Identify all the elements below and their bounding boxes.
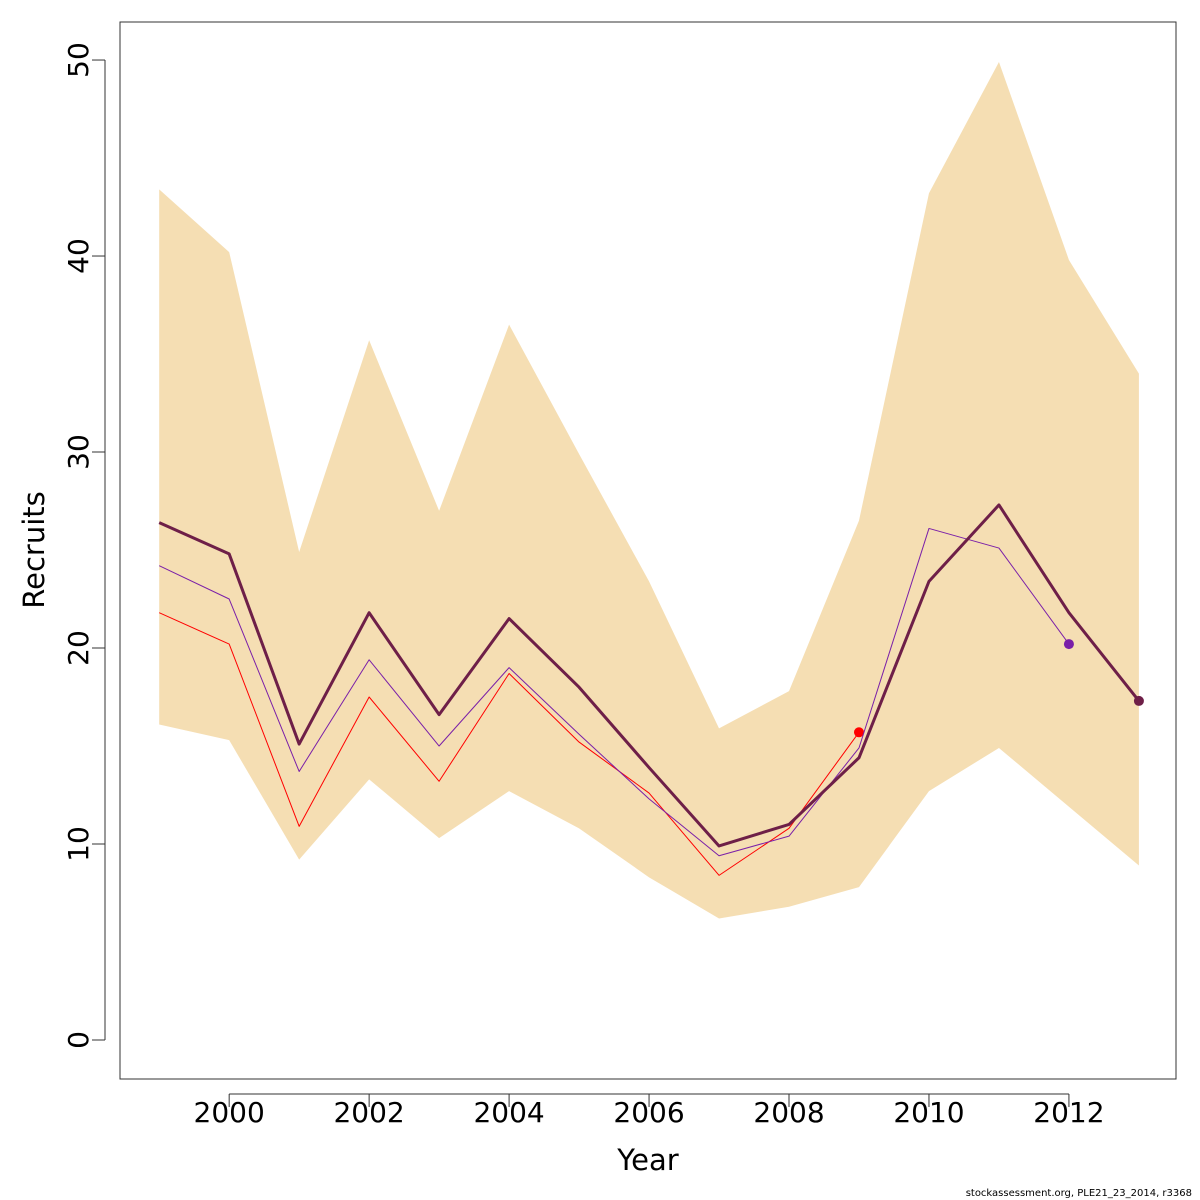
footer: stockassessment.org, PLE21_23_2014, r336… [966,1188,1192,1199]
y-tick-label: 20 [62,630,95,666]
end-point [1063,639,1074,650]
y-tick-label: 30 [62,434,95,470]
y-tick-label: 40 [62,238,95,274]
x-tick-label: 2010 [893,1096,964,1129]
series-line [158,503,1141,848]
plot-frame [119,21,1177,1080]
y-axis-label: Recruits [17,491,51,608]
series-line [158,612,860,876]
x-tick-label: 2002 [333,1096,404,1129]
confidence-band [159,61,1139,919]
series-line [158,527,1070,857]
end-point [853,727,864,738]
end-point [1133,695,1144,706]
x-tick-label: 2004 [473,1096,544,1129]
x-tick-label: 2012 [1033,1096,1104,1129]
x-tick-label: 2000 [194,1096,265,1129]
y-tick-label: 10 [62,826,95,862]
x-tick-label: 2008 [753,1096,824,1129]
y-tick-label: 50 [62,42,95,78]
y-tick-label: 0 [62,1031,95,1049]
x-axis-label: Year [616,1143,678,1177]
x-tick-label: 2006 [613,1096,684,1129]
